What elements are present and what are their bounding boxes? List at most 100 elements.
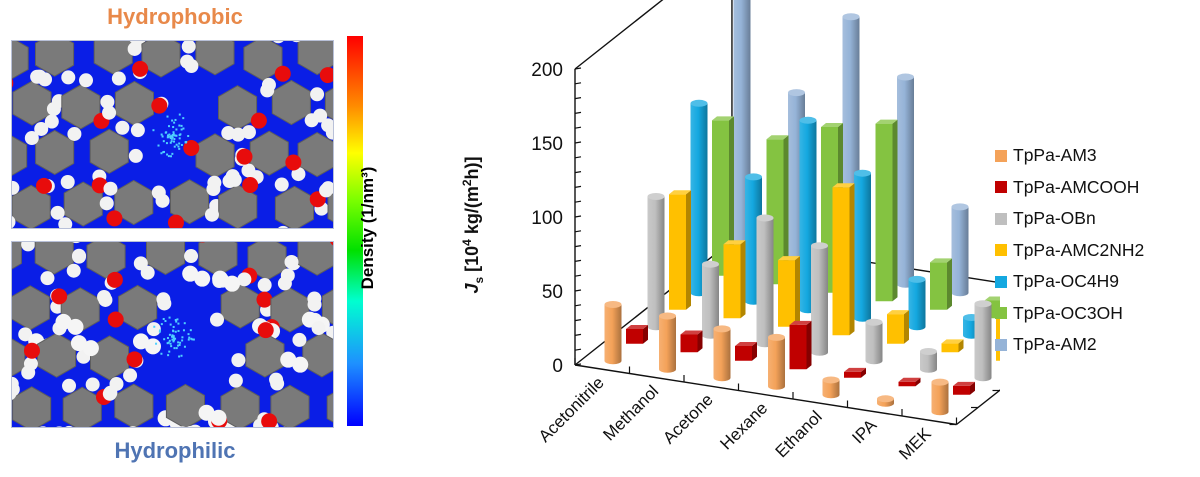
hydrophobic-molecular-render — [12, 41, 333, 228]
chart-bars — [604, 0, 1000, 416]
legend-item: TpPa-AM2 — [995, 329, 1144, 361]
bar-TpPa-AMC2NH2-Ethanol — [887, 310, 909, 344]
legend-swatch — [995, 307, 1007, 320]
y-tick-mark — [574, 215, 582, 218]
bar-TpPa-OBn-Acetonitrile — [647, 193, 665, 331]
bar-TpPa-AMC2NH2-IPA — [941, 339, 964, 353]
bar-TpPa-AM3-IPA — [877, 395, 894, 407]
y-tick-mark — [574, 67, 582, 70]
category-label: Acetone — [659, 390, 717, 448]
bar-TpPa-OC3OH-Acetonitrile — [712, 116, 734, 276]
bar-TpPa-OBn-Ethanol — [865, 318, 883, 365]
bar-TpPa-AMCOOH-IPA — [898, 377, 921, 387]
category-label: IPA — [848, 415, 880, 447]
colorbar-label: Density (1/nm³) — [358, 166, 377, 290]
chart-legend: TpPa-AM3 TpPa-AMCOOH TpPa-OBn TpPa-AMC2NH2 T… — [995, 140, 1144, 361]
legend-swatch — [995, 275, 1007, 288]
bar-TpPa-AMC2NH2-Hexane — [832, 183, 855, 336]
bar-TpPa-AMC2NH2-Acetonitrile — [669, 190, 691, 310]
legend-swatch — [995, 244, 1007, 257]
y-tick-label: 150 — [531, 134, 563, 155]
bar-TpPa-AMC2NH2-Acetone — [778, 256, 800, 327]
hydrophilic-title: Hydrophilic — [114, 438, 236, 463]
bar-TpPa-OBn-Hexane — [811, 242, 828, 356]
y-tick-mark — [574, 230, 582, 233]
top-back-edge — [732, 0, 1000, 4]
legend-label: TpPa-AMC2NH2 — [1013, 239, 1145, 260]
legend-label: TpPa-OC3OH — [1013, 302, 1123, 323]
bar-TpPa-OC4H9-Acetonitrile — [690, 99, 708, 297]
legend-swatch — [995, 149, 1007, 162]
top-left-edge — [574, 0, 664, 70]
y-tick-mark — [574, 141, 582, 144]
bar-TpPa-AMCOOH-Ethanol — [844, 367, 866, 378]
bar-TpPa-AMCOOH-Methanol — [680, 330, 703, 353]
y-tick-mark — [574, 156, 582, 159]
legend-label: TpPa-AMCOOH — [1013, 176, 1140, 197]
y-tick-label: 100 — [531, 208, 563, 229]
y-axis-label: Js [104 kg/(m2h)] — [460, 156, 486, 293]
y-tick-mark — [574, 363, 582, 366]
category-label: Methanol — [599, 382, 662, 445]
y-tick-mark — [574, 319, 582, 322]
bar-TpPa-AM3-MEK — [931, 378, 949, 416]
bar-TpPa-OBn-Acetone — [756, 214, 774, 348]
y-tick-label: 50 — [542, 282, 563, 303]
legend-item: TpPa-AM3 — [995, 140, 1144, 172]
bar-TpPa-AM3-Hexane — [768, 333, 785, 390]
legend-label: TpPa-OC4H9 — [1013, 271, 1120, 292]
y-tick-mark — [574, 126, 582, 129]
y-tick-mark — [574, 82, 582, 85]
bar-TpPa-OBn-IPA — [920, 347, 937, 373]
bar-TpPa-OC4H9-Hexane — [854, 169, 871, 322]
y-tick-label: 200 — [531, 60, 563, 81]
legend-item: TpPa-AMCOOH — [995, 172, 1144, 204]
legend-item: TpPa-OC3OH — [995, 298, 1144, 330]
y-tick-mark — [574, 200, 582, 203]
bar-TpPa-AM2-Ethanol — [951, 203, 969, 297]
bar-TpPa-AM3-Methanol — [659, 312, 676, 373]
bar-TpPa-AM2-Hexane — [897, 73, 914, 288]
hydrophilic-simulation-image — [11, 241, 334, 428]
y-tick-mark — [574, 185, 582, 188]
legend-item: TpPa-OBn — [995, 203, 1144, 235]
bar-TpPa-OC3OH-Ethanol — [930, 258, 952, 310]
hydrophilic-molecular-render — [12, 242, 333, 427]
y-tick-label: 0 — [552, 356, 563, 377]
depth-axis-line — [956, 389, 1000, 426]
legend-swatch — [995, 181, 1007, 194]
bar-TpPa-AM3-Acetone — [713, 325, 731, 382]
bar-TpPa-OBn-MEK — [974, 300, 992, 382]
bar-TpPa-AMCOOH-Acetonitrile — [626, 324, 648, 344]
y-tick-mark — [574, 274, 582, 277]
y-tick-mark — [574, 245, 582, 248]
y-tick-mark — [574, 171, 582, 174]
bar-TpPa-AM3-Ethanol — [822, 376, 840, 399]
hydrophobic-title: Hydrophobic — [107, 4, 243, 29]
y-tick-mark — [574, 97, 582, 100]
y-tick-mark — [574, 289, 582, 292]
category-label: Ethanol — [772, 407, 826, 461]
bar-TpPa-OC4H9-Ethanol — [908, 275, 926, 331]
legend-label: TpPa-AM3 — [1013, 145, 1097, 166]
y-tick-mark — [574, 333, 582, 336]
bar-TpPa-AMCOOH-Hexane — [789, 320, 812, 370]
bar-TpPa-OBn-Methanol — [702, 260, 719, 339]
category-label: Acetonitrile — [535, 373, 608, 446]
category-label: Hexane — [716, 399, 771, 454]
bar-TpPa-AM3-Acetonitrile — [604, 301, 622, 365]
legend-label: TpPa-AM2 — [1013, 334, 1097, 355]
y-tick-mark — [574, 304, 582, 307]
y-tick-mark — [574, 111, 582, 114]
legend-label: TpPa-OBn — [1013, 208, 1096, 229]
bar-TpPa-OC3OH-Hexane — [875, 119, 898, 302]
category-label: MEK — [895, 424, 935, 464]
legend-item: TpPa-OC4H9 — [995, 266, 1144, 298]
hydrophobic-simulation-image — [11, 40, 334, 229]
y-tick-mark — [574, 259, 582, 262]
x-axis-line — [574, 364, 957, 426]
bar-TpPa-AMC2NH2-Methanol — [723, 240, 746, 319]
legend-item: TpPa-AMC2NH2 — [995, 235, 1144, 267]
legend-swatch — [995, 338, 1007, 351]
